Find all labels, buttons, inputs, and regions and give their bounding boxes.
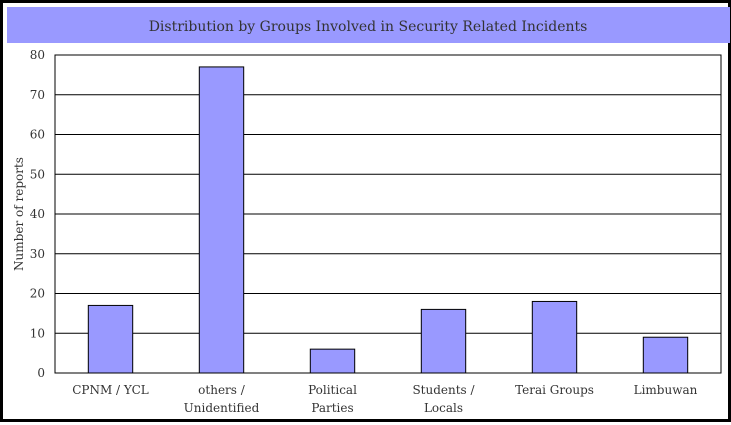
title-band xyxy=(7,7,730,43)
chart-title: Distribution by Groups Involved in Secur… xyxy=(149,19,588,35)
bar xyxy=(420,308,467,374)
y-tick-label: 50 xyxy=(30,167,45,181)
y-tick-label: 70 xyxy=(30,88,45,102)
x-tick-label: CPNM / YCL xyxy=(72,383,149,397)
y-tick-labels: 0 10 20 30 40 50 60 70 80 xyxy=(30,48,45,380)
bar xyxy=(87,304,134,374)
y-tick-label: 20 xyxy=(30,287,45,301)
gridlines xyxy=(55,54,721,334)
y-tick-label: 30 xyxy=(30,247,45,261)
bar xyxy=(198,66,245,374)
x-tick-label: Terai Groups xyxy=(515,383,594,397)
bar xyxy=(531,300,578,374)
x-tick-label: others / Unidentified xyxy=(184,383,260,415)
x-tick-label: Limbuwan xyxy=(634,383,698,397)
y-tick-label: 0 xyxy=(37,366,45,380)
bars xyxy=(87,66,689,374)
y-tick-label: 80 xyxy=(30,48,45,62)
chart: Distribution by Groups Involved in Secur… xyxy=(7,7,730,415)
y-tick-label: 10 xyxy=(30,326,45,340)
x-tick-label: Political Parties xyxy=(308,383,357,415)
bar xyxy=(642,336,689,374)
bar xyxy=(309,348,356,374)
y-tick-label: 40 xyxy=(30,207,45,221)
y-axis-label: Number of reports xyxy=(12,157,26,271)
x-tick-labels: CPNM / YCL others / Unidentified Political P… xyxy=(72,383,697,415)
y-tick-label: 60 xyxy=(30,128,45,142)
x-tick-label: Students / Locals xyxy=(412,383,475,415)
